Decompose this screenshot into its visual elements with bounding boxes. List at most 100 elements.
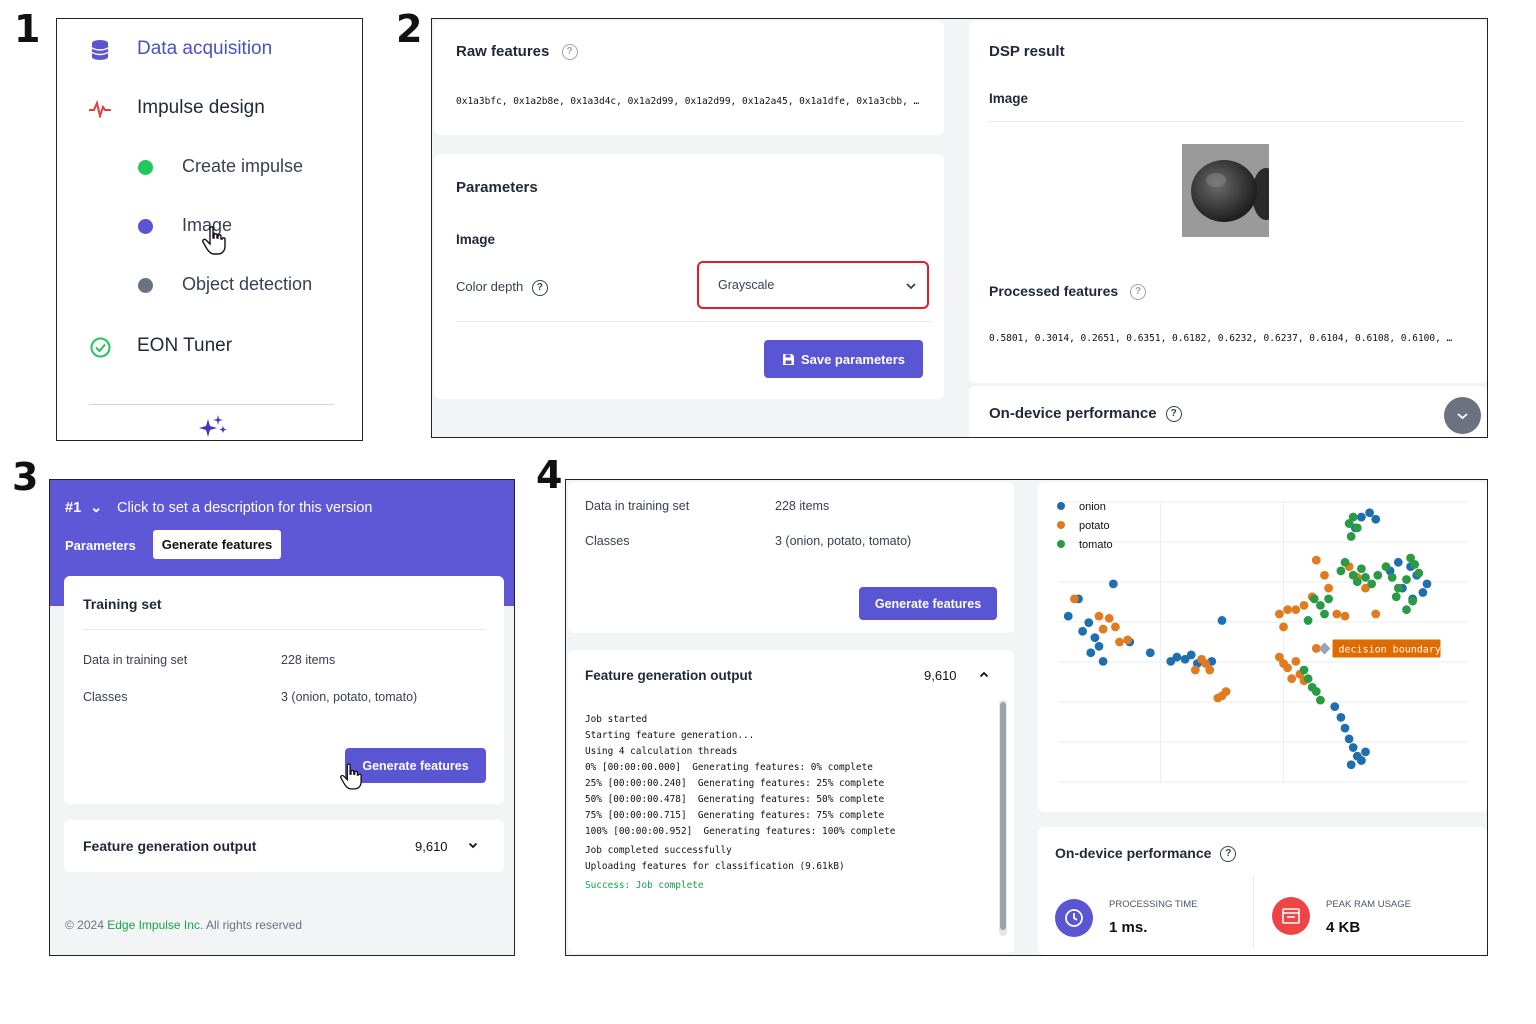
scatter-point-potato[interactable] — [1123, 635, 1133, 645]
scatter-point-potato[interactable] — [1371, 609, 1381, 619]
scatter-point-onion[interactable] — [1217, 616, 1227, 625]
scatter-point-potato[interactable] — [1340, 611, 1350, 621]
tab-parameters[interactable]: Parameters — [65, 538, 136, 553]
scatter-point-tomato[interactable] — [1316, 695, 1325, 705]
scatter-point-onion[interactable] — [1348, 743, 1358, 752]
scatter-point-onion[interactable] — [1180, 654, 1190, 664]
scatter-point-potato[interactable] — [1324, 583, 1333, 593]
scatter-point-onion[interactable] — [1172, 652, 1182, 662]
scatter-point-onion[interactable] — [1422, 579, 1432, 589]
scatter-point-onion[interactable] — [1365, 508, 1374, 518]
scatter-point-onion[interactable] — [1063, 611, 1073, 621]
scatter-point-potato[interactable] — [1279, 622, 1288, 632]
scatter-point-tomato[interactable] — [1344, 519, 1354, 528]
help-icon[interactable]: ? — [531, 279, 548, 296]
scatter-point-potato[interactable] — [1299, 600, 1309, 610]
scatter-point-onion[interactable] — [1357, 512, 1366, 522]
scatter-point-onion[interactable] — [1086, 648, 1096, 658]
feature-explorer-scatter[interactable]: onion potato tomato decision boundary — [1038, 482, 1487, 812]
scatter-point-tomato[interactable] — [1406, 553, 1415, 563]
scatter-point-tomato[interactable] — [1299, 665, 1309, 675]
scatter-point-potato[interactable] — [1291, 656, 1301, 666]
scatter-point-tomato[interactable] — [1357, 564, 1366, 574]
scatter-point-potato[interactable] — [1111, 622, 1120, 632]
scatter-point-potato[interactable] — [1311, 644, 1321, 653]
sidebar-item-image[interactable]: Image — [182, 215, 233, 235]
scatter-point-tomato[interactable] — [1367, 579, 1377, 589]
help-icon[interactable]: ? — [1165, 406, 1182, 423]
scatter-point-tomato[interactable] — [1414, 568, 1424, 578]
scatter-point-onion[interactable] — [1108, 579, 1118, 589]
scatter-point-tomato[interactable] — [1303, 674, 1313, 684]
scatter-point-onion[interactable] — [1186, 650, 1196, 660]
scatter-point-potato[interactable] — [1070, 594, 1079, 604]
scatter-point-tomato[interactable] — [1352, 523, 1362, 533]
scatter-point-tomato[interactable] — [1320, 609, 1329, 619]
help-icon[interactable]: ? — [561, 44, 578, 61]
feature-output-card[interactable]: Feature generation output 9,610 — [64, 820, 504, 872]
scatter-point-onion[interactable] — [1336, 712, 1346, 722]
version-description[interactable]: Click to set a description for this vers… — [117, 500, 373, 516]
scatter-point-onion[interactable] — [1078, 626, 1087, 636]
generate-features-button[interactable]: Generate features — [345, 748, 486, 783]
sparkle-icon[interactable] — [196, 415, 228, 437]
help-icon[interactable]: ? — [1220, 846, 1237, 863]
scatter-point-tomato[interactable] — [1348, 512, 1358, 522]
scatter-point-tomato[interactable] — [1402, 575, 1411, 584]
scatter-point-tomato[interactable] — [1316, 600, 1325, 610]
scatter-point-onion[interactable] — [1090, 633, 1100, 643]
scatter-point-tomato[interactable] — [1408, 596, 1418, 606]
scatter-point-tomato[interactable] — [1340, 557, 1350, 567]
scatter-point-onion[interactable] — [1393, 557, 1403, 567]
chevron-up-icon[interactable] — [979, 671, 989, 678]
scatter-point-potato[interactable] — [1190, 665, 1200, 675]
footer-link[interactable]: Edge Impulse Inc. — [107, 918, 204, 932]
scatter-point-onion[interactable] — [1357, 756, 1366, 765]
scatter-point-onion[interactable] — [1098, 656, 1108, 666]
scatter-point-tomato[interactable] — [1336, 566, 1346, 576]
scatter-point-tomato[interactable] — [1324, 594, 1333, 604]
scatter-point-potato[interactable] — [1098, 624, 1108, 634]
scatter-point-onion[interactable] — [1330, 702, 1340, 712]
sidebar-item-impulse-design[interactable]: Impulse design — [137, 97, 265, 118]
scatter-point-onion[interactable] — [1145, 648, 1155, 658]
scatter-point-tomato[interactable] — [1393, 583, 1403, 593]
save-parameters-button[interactable]: Save parameters — [764, 340, 923, 378]
legend-label-onion[interactable]: onion — [1079, 501, 1106, 513]
scatter-point-onion[interactable] — [1344, 734, 1354, 744]
sidebar-item-eon-tuner[interactable]: EON Tuner — [137, 335, 233, 356]
scatter-point-potato[interactable] — [1104, 613, 1114, 623]
scatter-point-potato[interactable] — [1283, 605, 1292, 615]
scatter-point-potato[interactable] — [1221, 687, 1231, 696]
scatter-point-potato[interactable] — [1275, 609, 1284, 619]
scatter-point-onion[interactable] — [1340, 723, 1350, 733]
color-depth-select[interactable]: Grayscale — [697, 261, 929, 309]
chevron-down-icon[interactable] — [468, 842, 478, 849]
scatter-point-potato[interactable] — [1320, 570, 1329, 580]
log-scrollbar[interactable] — [999, 700, 1007, 936]
scatter-point-potato[interactable] — [1115, 637, 1124, 647]
scatter-point-onion[interactable] — [1418, 588, 1428, 597]
scatter-point-tomato[interactable] — [1361, 572, 1370, 582]
scatter-point-tomato[interactable] — [1387, 572, 1397, 582]
scatter-point-tomato[interactable] — [1311, 687, 1321, 696]
scatter-point-potato[interactable] — [1287, 674, 1297, 684]
scatter-point-potato[interactable] — [1275, 652, 1284, 662]
scatter-point-potato[interactable] — [1311, 555, 1321, 565]
scatter-point-tomato[interactable] — [1402, 605, 1411, 615]
scatter-point-tomato[interactable] — [1309, 594, 1319, 604]
scatter-point-tomato[interactable] — [1303, 616, 1313, 625]
scatter-point-potato[interactable] — [1332, 609, 1342, 619]
legend-label-potato[interactable]: potato — [1079, 520, 1110, 532]
scatter-point-onion[interactable] — [1166, 656, 1176, 666]
scatter-point-onion[interactable] — [1371, 514, 1381, 524]
scatter-point-onion[interactable] — [1084, 618, 1094, 628]
scatter-point-tomato[interactable] — [1346, 532, 1356, 541]
generate-features-button[interactable]: Generate features — [859, 587, 997, 620]
log-scrollbar-thumb[interactable] — [1000, 702, 1006, 930]
scatter-point-tomato[interactable] — [1391, 592, 1401, 602]
legend-label-tomato[interactable]: tomato — [1079, 539, 1113, 551]
sidebar-item-data-acquisition[interactable]: Data acquisition — [137, 38, 273, 59]
scatter-point-tomato[interactable] — [1352, 577, 1362, 587]
help-icon[interactable]: ? — [1130, 284, 1147, 301]
